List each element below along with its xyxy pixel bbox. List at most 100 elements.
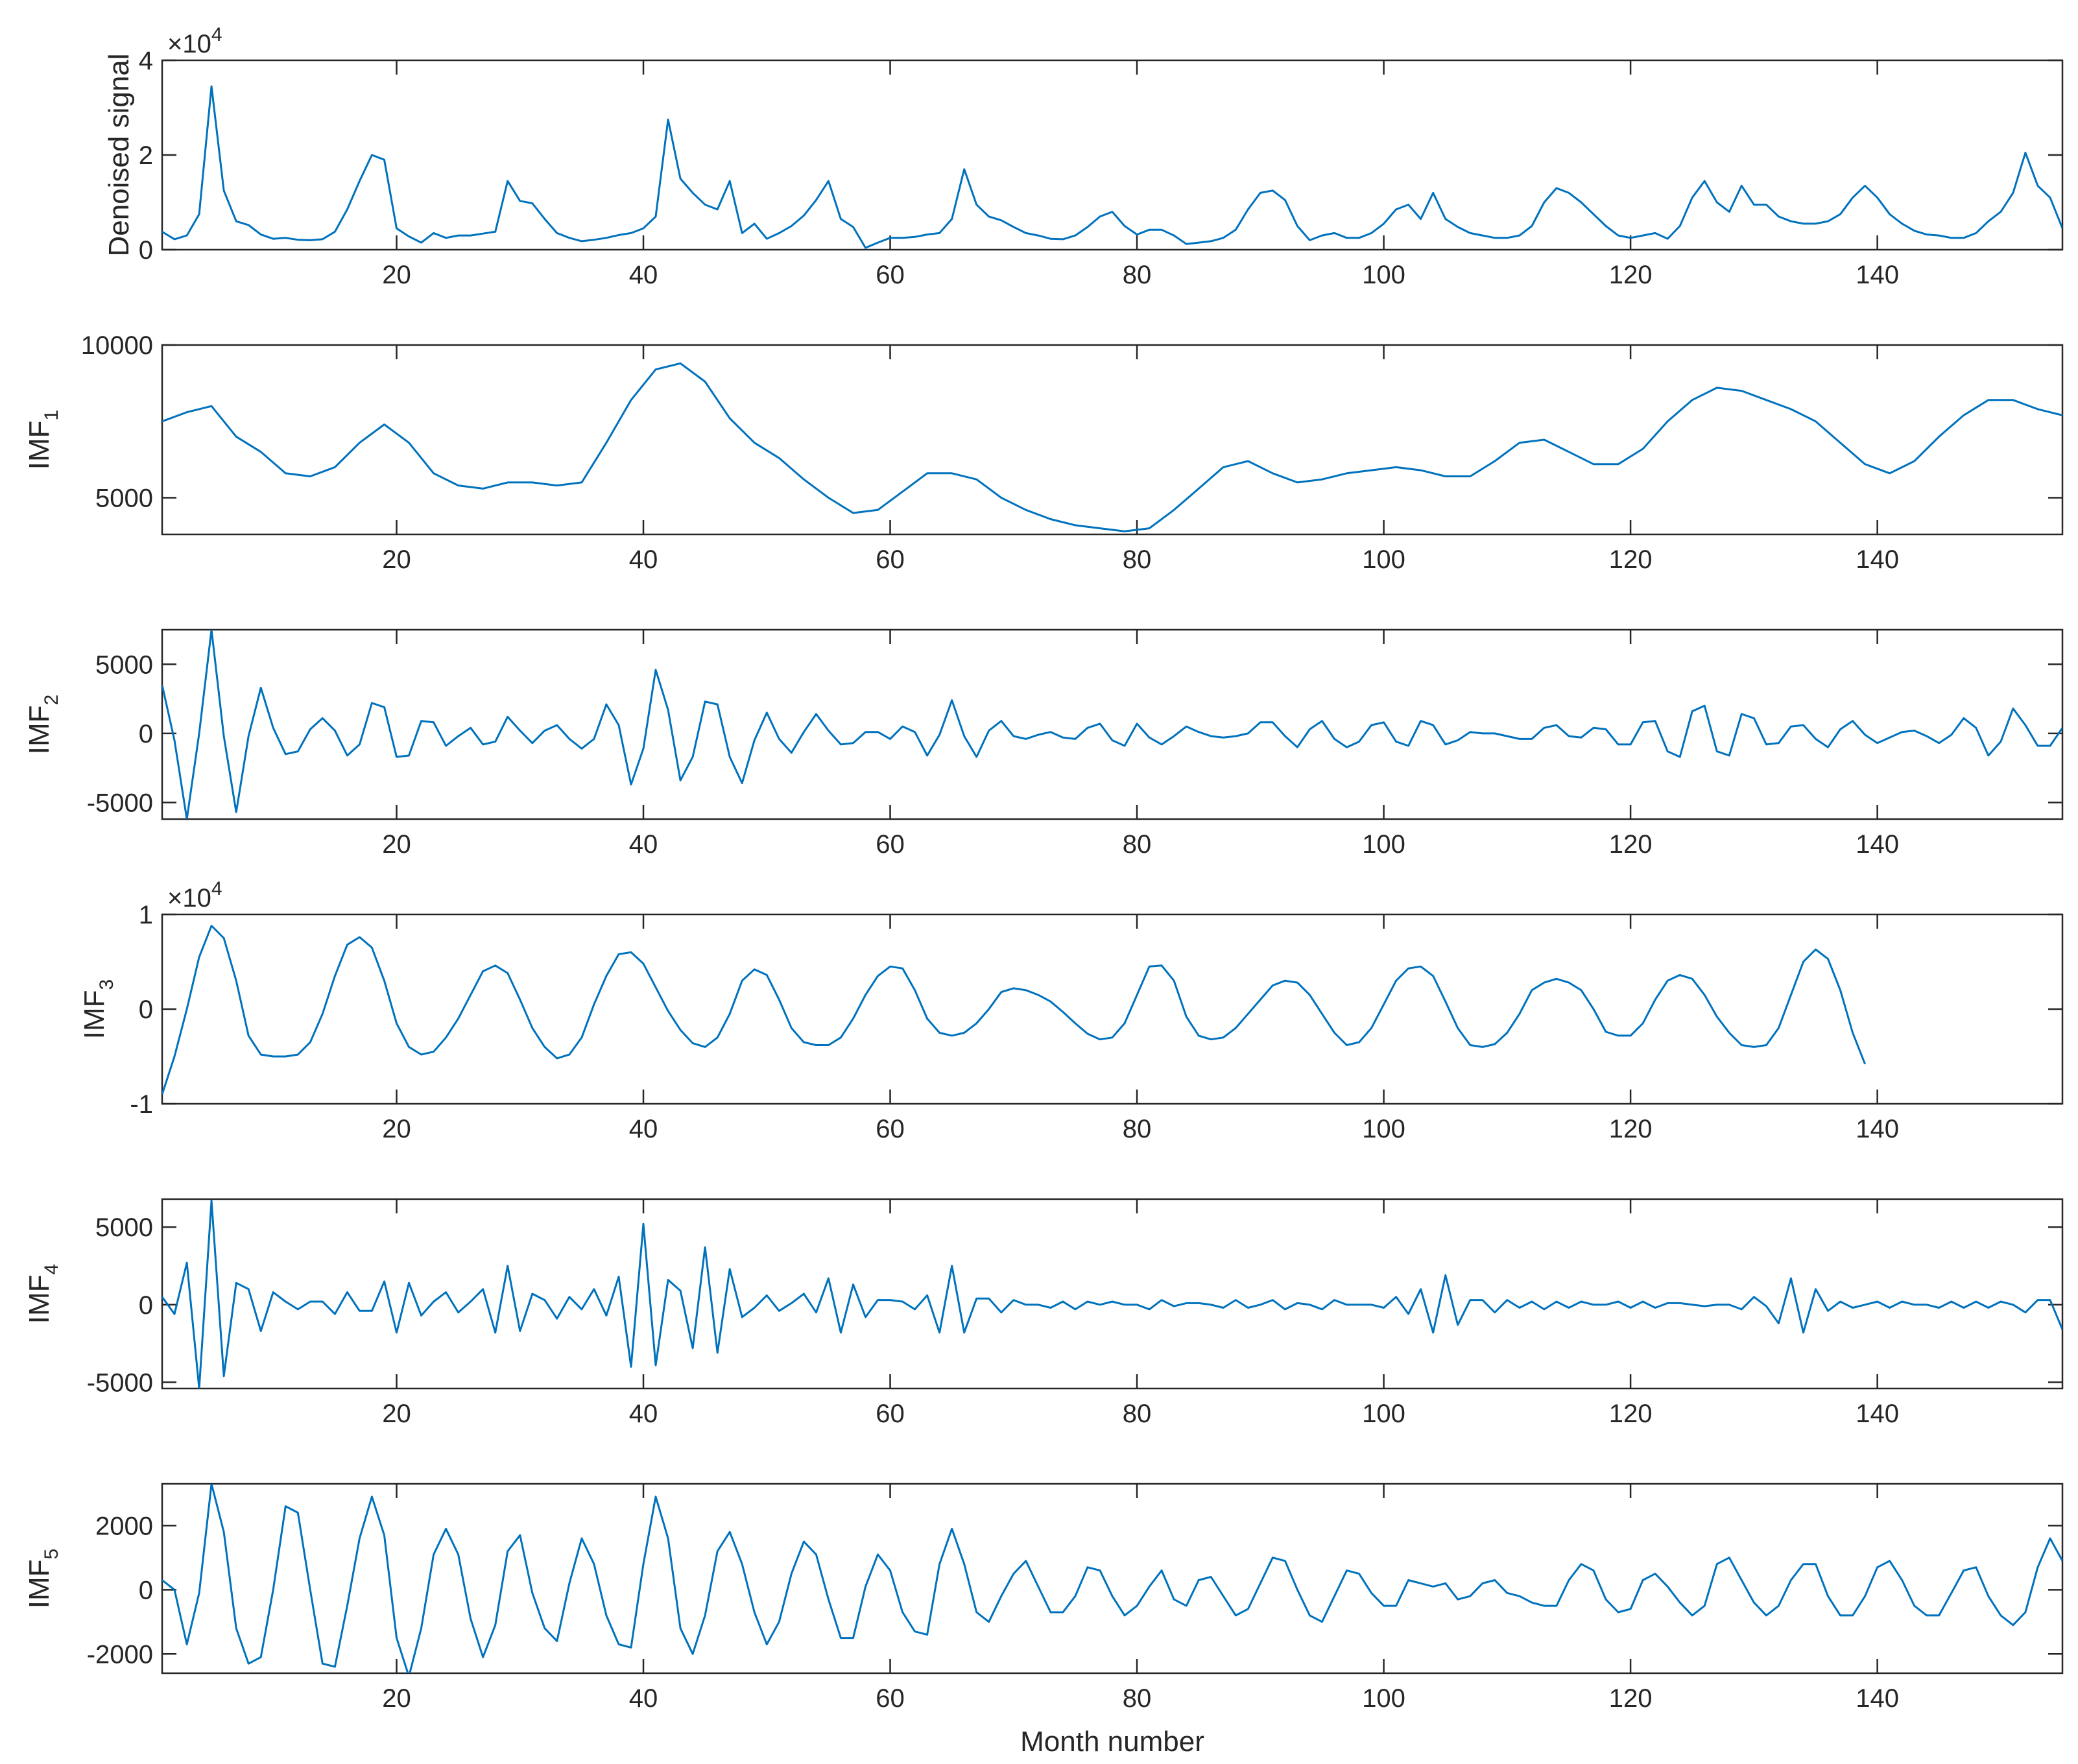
x-tick-label: 40 — [629, 1115, 658, 1143]
x-tick-label: 100 — [1362, 830, 1405, 859]
y-axis-label: IMF1 — [23, 410, 62, 470]
y-axis-label-text: Denoised signal — [103, 53, 135, 256]
x-tick-label: 100 — [1362, 261, 1405, 289]
x-tick-label: 140 — [1856, 261, 1899, 289]
x-tick-label: 80 — [1123, 1400, 1152, 1428]
y-axis-label-text: IMF — [78, 990, 110, 1039]
x-tick-label: 60 — [876, 1115, 905, 1143]
y-tick-label: 5000 — [95, 650, 153, 679]
y-axis-label: IMF5 — [23, 1549, 62, 1608]
x-tick-label: 120 — [1609, 830, 1653, 859]
y-tick-label: -5000 — [87, 789, 153, 817]
x-tick-label: 100 — [1362, 545, 1405, 574]
axes-frame — [161, 913, 2064, 1105]
series-line-5 — [162, 1199, 2062, 1389]
x-tick-label: 120 — [1609, 1400, 1653, 1428]
y-axis-label-subscript: 3 — [96, 979, 117, 990]
x-tick-label: 60 — [876, 545, 905, 574]
x-tick-label: 80 — [1123, 1115, 1152, 1143]
series-line-4 — [162, 925, 1866, 1095]
x-tick-label: 120 — [1609, 1115, 1653, 1143]
axis-exponent-label: ×104 — [167, 878, 222, 912]
x-tick-label: 120 — [1609, 261, 1653, 289]
axes-frame — [161, 344, 2064, 536]
subplot-2: 20 40 60 80 100 120 140 5000 10000 IMF1 — [23, 331, 2064, 574]
y-tick-label: 4 — [139, 47, 153, 75]
x-tick-label: 40 — [629, 1684, 658, 1713]
x-tick-label: 80 — [1123, 1684, 1152, 1713]
y-axis-label: IMF4 — [23, 1264, 62, 1324]
x-tick-label: 100 — [1362, 1115, 1405, 1143]
y-axis-label-text: IMF — [23, 420, 55, 470]
x-tick-label: 20 — [382, 830, 411, 859]
y-tick-label: 0 — [139, 1291, 153, 1320]
x-tick-label: 100 — [1362, 1684, 1405, 1713]
x-tick-label: 60 — [876, 830, 905, 859]
x-tick-label: 40 — [629, 545, 658, 574]
y-axis-label: Denoised signal — [103, 53, 135, 256]
series-line-3 — [162, 630, 2062, 819]
y-axis-label-subscript: 1 — [41, 410, 62, 421]
y-tick-label: 10000 — [81, 331, 153, 360]
x-tick-label: 20 — [382, 1115, 411, 1143]
series-line-1 — [162, 85, 2062, 249]
series-line-2 — [162, 362, 2062, 532]
x-tick-label: 80 — [1123, 545, 1152, 574]
subplot-6: 20 40 60 80 100 120 140 -2000 0 2000 IMF5 — [23, 1483, 2064, 1713]
y-tick-label: 0 — [139, 720, 153, 748]
x-tick-label: 80 — [1123, 830, 1152, 859]
axes-frame — [161, 59, 2064, 251]
x-tick-label: 120 — [1609, 545, 1653, 574]
y-axis-label: IMF3 — [78, 979, 117, 1039]
y-axis-label-text: IMF — [23, 1559, 55, 1608]
x-tick-label: 20 — [382, 545, 411, 574]
x-tick-label: 40 — [629, 261, 658, 289]
subplot-5: 20 40 60 80 100 120 140 -5000 0 5000 IMF4 — [23, 1198, 2064, 1428]
x-tick-label: 140 — [1856, 1400, 1899, 1428]
y-tick-label: 0 — [139, 236, 153, 265]
x-tick-label: 80 — [1123, 261, 1152, 289]
axis-exponent-power: 4 — [211, 24, 222, 45]
y-tick-label: 1 — [139, 901, 153, 929]
x-tick-label: 140 — [1856, 545, 1899, 574]
x-tick-label: 20 — [382, 1400, 411, 1428]
y-tick-label: 0 — [139, 1576, 153, 1604]
y-tick-label: -2000 — [87, 1640, 153, 1669]
y-axis-label-text: IMF — [23, 1274, 55, 1324]
y-axis-label-text: IMF — [23, 705, 55, 754]
y-axis-label-subscript: 2 — [41, 695, 62, 706]
axes-frame — [161, 628, 2064, 820]
x-tick-label: 20 — [382, 1684, 411, 1713]
x-tick-label: 120 — [1609, 1684, 1653, 1713]
axis-exponent-power: 4 — [211, 878, 222, 900]
x-tick-label: 140 — [1856, 830, 1899, 859]
x-tick-label: 100 — [1362, 1400, 1405, 1428]
y-tick-label: 5000 — [95, 484, 153, 512]
subplot-4: 20 40 60 80 100 120 140 -1 0 1 ×104 IMF3 — [78, 878, 2064, 1143]
y-tick-label: 5000 — [95, 1213, 153, 1242]
x-tick-label: 60 — [876, 1684, 905, 1713]
y-tick-label: -5000 — [87, 1368, 153, 1397]
x-tick-label: 40 — [629, 1400, 658, 1428]
x-tick-label: 20 — [382, 261, 411, 289]
axis-exponent-label: ×104 — [167, 24, 222, 58]
series-line-6 — [162, 1484, 2062, 1673]
x-axis-label: Month number — [1020, 1726, 1204, 1758]
x-tick-label: 40 — [629, 830, 658, 859]
y-axis-label: IMF2 — [23, 695, 62, 754]
x-tick-label: 140 — [1856, 1684, 1899, 1713]
y-tick-label: 2 — [139, 141, 153, 170]
y-tick-label: 0 — [139, 995, 153, 1024]
y-axis-label-subscript: 4 — [41, 1264, 62, 1275]
y-tick-label: -1 — [130, 1090, 153, 1119]
x-tick-label: 60 — [876, 261, 905, 289]
axes-frame — [161, 1483, 2064, 1675]
subplot-3: 20 40 60 80 100 120 140 -5000 0 5000 IMF2 — [23, 628, 2064, 859]
x-tick-label: 140 — [1856, 1115, 1899, 1143]
y-axis-label-subscript: 5 — [41, 1549, 62, 1560]
x-tick-label: 60 — [876, 1400, 905, 1428]
y-tick-label: 2000 — [95, 1512, 153, 1540]
